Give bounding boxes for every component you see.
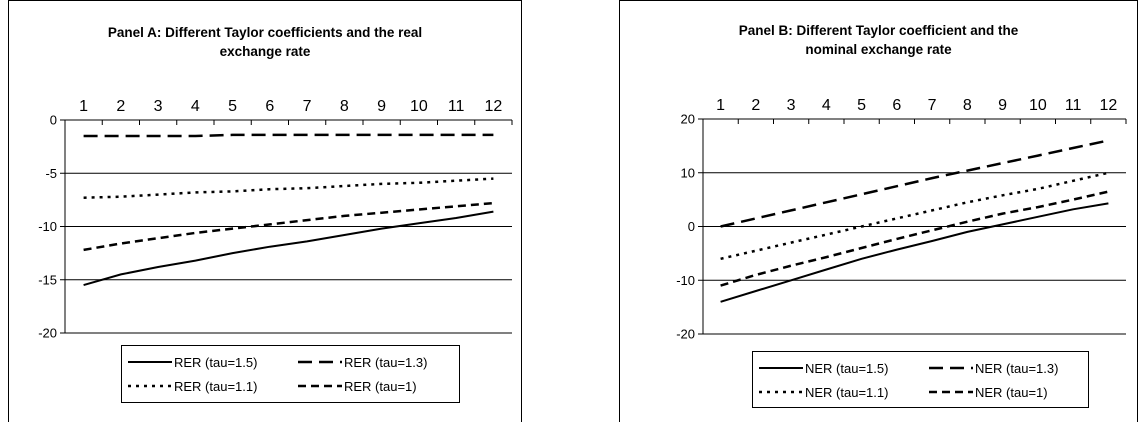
y-tick-label: -10 [38, 219, 57, 234]
series-line [720, 202, 1109, 303]
legend-item: RER (tau=1.5) [128, 352, 257, 372]
chart-title-line-1: Panel B: Different Taylor coefficient an… [738, 23, 1019, 38]
x-tick-label: 12 [1099, 97, 1117, 114]
legend-item: NER (tau=1.5) [759, 358, 888, 378]
legend-label: RER (tau=1.5) [174, 354, 258, 370]
series-line [720, 139, 1109, 228]
legend-swatch [929, 390, 973, 394]
x-tick-label: 9 [998, 97, 1007, 114]
legend-label: NER (tau=1.3) [975, 360, 1059, 376]
x-tick-label: 5 [857, 97, 866, 114]
x-tick-label: 4 [191, 98, 200, 115]
x-tick-label: 6 [265, 98, 274, 115]
y-tick-label: 0 [50, 113, 57, 128]
series-line [83, 177, 494, 199]
y-tick-label: -15 [38, 272, 57, 287]
legend-swatch [759, 367, 803, 369]
x-tick-label: 1 [79, 98, 88, 115]
legend-label: NER (tau=1.5) [805, 360, 889, 376]
plot-area: 0-5-10-15-201 2 3 4 5 6 7 8 9 10 11 12 [38, 98, 513, 341]
chart-title-line-1: Panel A: Different Taylor coefficients a… [107, 25, 423, 40]
series-line [83, 210, 494, 287]
x-tick-label: 11 [1065, 97, 1082, 114]
legend-item: RER (tau=1) [298, 376, 417, 396]
panel-b-chart: Panel B: Different Taylor coefficient an… [619, 0, 1138, 422]
x-tick-label: 3 [787, 97, 796, 114]
legend-swatch [298, 360, 342, 364]
chart-title: Panel A: Different Taylor coefficients a… [9, 23, 521, 61]
y-tick-label: 10 [681, 165, 695, 180]
x-tick-label: 10 [410, 98, 428, 115]
x-tick-label: 4 [822, 97, 831, 114]
x-tick-label: 9 [377, 98, 386, 115]
legend: RER (tau=1.5) RER (tau=1.3) RER (tau=1.1) R… [121, 345, 460, 403]
x-tick-label: 3 [154, 98, 163, 115]
legend-label: RER (tau=1.1) [174, 378, 258, 394]
x-tick-label: 1 [716, 97, 725, 114]
x-tick-label: 8 [340, 98, 349, 115]
x-tick-label: 8 [963, 97, 972, 114]
series-line [83, 201, 494, 252]
x-tick-label: 11 [448, 98, 465, 115]
legend-item: NER (tau=1.1) [759, 382, 888, 402]
legend-label: RER (tau=1) [344, 378, 417, 394]
x-tick-label: 7 [303, 98, 312, 115]
x-tick-label: 12 [484, 98, 502, 115]
x-tick-label: 10 [1029, 97, 1047, 114]
x-tick-label: 6 [892, 97, 901, 114]
y-tick-label: -20 [676, 327, 695, 342]
chart-title-line-2: nominal exchange rate [805, 42, 952, 57]
legend-item: RER (tau=1.3) [298, 352, 427, 372]
x-tick-label: 7 [928, 97, 937, 114]
legend-swatch [298, 384, 342, 388]
x-tick-label: 5 [228, 98, 237, 115]
legend-swatch [128, 384, 172, 388]
x-tick-label: 2 [751, 97, 760, 114]
y-tick-label: -5 [45, 166, 57, 181]
legend: NER (tau=1.5) NER (tau=1.3) NER (tau=1.1) N… [752, 351, 1089, 408]
legend-item: NER (tau=1) [929, 382, 1048, 402]
y-tick-label: -20 [38, 326, 57, 341]
y-tick-label: -10 [676, 273, 695, 288]
series-line [720, 171, 1109, 261]
x-tick-label: 2 [116, 98, 125, 115]
y-tick-label: 20 [681, 112, 695, 127]
legend-label: NER (tau=1.1) [805, 384, 889, 400]
y-tick-label: 0 [688, 219, 695, 234]
panel-a-chart: Panel A: Different Taylor coefficients a… [8, 0, 522, 422]
series-line [720, 190, 1109, 287]
legend-label: NER (tau=1) [975, 384, 1048, 400]
series-line [83, 133, 494, 138]
chart-title: Panel B: Different Taylor coefficient an… [620, 21, 1137, 59]
legend-swatch [128, 361, 172, 363]
legend-item: RER (tau=1.1) [128, 376, 257, 396]
legend-swatch [759, 390, 803, 394]
chart-title-line-2: exchange rate [219, 44, 311, 59]
legend-swatch [929, 366, 973, 370]
legend-item: NER (tau=1.3) [929, 358, 1058, 378]
legend-label: RER (tau=1.3) [344, 354, 428, 370]
